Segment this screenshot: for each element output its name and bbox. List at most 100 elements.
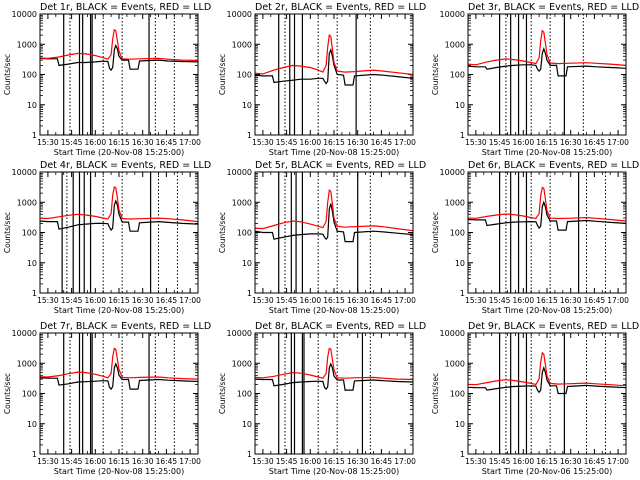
x-tick-label: 16:00 — [299, 138, 321, 147]
y-tick-label: 10 — [27, 259, 37, 268]
y-tick-label: 1000 — [232, 359, 252, 368]
x-tick-label: 17:00 — [179, 457, 201, 466]
x-tick-label: 16:00 — [299, 457, 321, 466]
series-events-line — [39, 362, 199, 391]
detector-panel-4: Det 4r, BLACK = Events, RED = LLD Counts/… — [3, 160, 211, 315]
x-tick-label: 17:00 — [394, 457, 416, 466]
series-events-line — [39, 199, 199, 232]
x-tick-label: 16:15 — [323, 138, 345, 147]
x-axis-label: Start Time (20-Nov-08 15:25:00) — [54, 467, 184, 476]
y-tick-label: 100 — [237, 229, 252, 238]
x-tick-label: 15:30 — [252, 457, 274, 466]
series-lld-line — [39, 186, 199, 223]
series-lld-line — [254, 33, 414, 76]
detector-panel-5: Det 5r, BLACK = Events, RED = LLD Counts/… — [218, 160, 426, 315]
x-tick-label: 16:00 — [84, 296, 106, 305]
y-tick-label: 1 — [247, 289, 252, 298]
detector-panel-3: Det 3r, BLACK = Events, RED = LLD Counts/… — [431, 2, 639, 157]
x-axis-label: Start Time (20-Nov-08 15:25:00) — [269, 148, 399, 157]
x-tick-label: 16:45 — [584, 138, 606, 147]
y-tick-label: 10 — [27, 420, 37, 429]
x-tick-label: 16:30 — [132, 296, 154, 305]
y-tick-label: 1000 — [17, 198, 37, 207]
panel-title: Det 5r, BLACK = Events, RED = LLD — [255, 160, 426, 171]
y-axis-label: Counts/sec — [218, 54, 227, 95]
y-tick-label: 1000 — [445, 40, 465, 49]
y-tick-label: 1000 — [232, 40, 252, 49]
y-tick-label: 10 — [242, 101, 252, 110]
y-tick-label: 10000 — [227, 329, 252, 338]
series-lld-line — [467, 29, 627, 66]
plot-frame — [39, 13, 199, 136]
x-tick-label: 16:30 — [347, 138, 369, 147]
x-tick-label: 16:15 — [536, 138, 558, 147]
panel-title: Det 3r, BLACK = Events, RED = LLD — [468, 2, 639, 13]
y-tick-label: 10000 — [12, 10, 37, 19]
x-tick-label: 16:15 — [536, 457, 558, 466]
panel-title: Det 6r, BLACK = Events, RED = LLD — [468, 160, 639, 171]
y-tick-label: 100 — [237, 71, 252, 80]
y-tick-label: 10000 — [12, 329, 37, 338]
x-tick-label: 15:30 — [465, 138, 487, 147]
x-tick-label: 16:45 — [371, 457, 393, 466]
detector-panel-9: Det 9r, BLACK = Events, RED = LLD Counts/… — [431, 321, 639, 476]
plot-frame — [39, 171, 199, 294]
series-lld-line — [39, 347, 199, 380]
y-tick-label: 1 — [247, 450, 252, 459]
x-tick-label: 16:30 — [132, 138, 154, 147]
series-events-line — [39, 44, 199, 72]
series-lld-line — [39, 28, 199, 62]
panel-title: Det 7r, BLACK = Events, RED = LLD — [40, 321, 211, 332]
y-tick-label: 10 — [455, 420, 465, 429]
x-tick-label: 16:45 — [156, 138, 178, 147]
x-axis-label: Start Time (20-Nov-06 15:25:00) — [482, 467, 612, 476]
x-tick-label: 15:45 — [61, 138, 83, 147]
y-axis-label: Counts/sec — [3, 212, 12, 253]
x-tick-label: 16:45 — [584, 457, 606, 466]
x-tick-label: 15:30 — [37, 138, 59, 147]
series-lld-line — [467, 186, 627, 222]
panel-title: Det 2r, BLACK = Events, RED = LLD — [255, 2, 426, 13]
detector-panel-7: Det 7r, BLACK = Events, RED = LLD Counts/… — [3, 321, 211, 476]
x-tick-label: 16:15 — [323, 296, 345, 305]
y-tick-label: 10000 — [227, 168, 252, 177]
panel-title: Det 1r, BLACK = Events, RED = LLD — [40, 2, 211, 13]
y-tick-label: 1000 — [17, 40, 37, 49]
series-lld-line — [254, 189, 414, 232]
plot-frame — [467, 332, 627, 455]
x-tick-label: 15:45 — [489, 138, 511, 147]
y-tick-label: 1000 — [445, 198, 465, 207]
y-axis-label: Counts/sec — [218, 373, 227, 414]
series-lld-line — [254, 347, 414, 381]
x-tick-label: 17:00 — [394, 296, 416, 305]
x-tick-label: 15:30 — [37, 296, 59, 305]
x-tick-label: 16:00 — [512, 457, 534, 466]
series-events-line — [254, 48, 414, 86]
x-tick-label: 17:00 — [179, 296, 201, 305]
y-tick-label: 100 — [22, 229, 37, 238]
y-tick-label: 10 — [242, 420, 252, 429]
x-tick-label: 16:00 — [84, 138, 106, 147]
series-events-line — [467, 47, 627, 77]
x-tick-label: 16:15 — [108, 138, 130, 147]
x-axis-label: Start Time (20-Nov-08 15:25:00) — [482, 148, 612, 157]
detector-panel-2: Det 2r, BLACK = Events, RED = LLD Counts/… — [218, 2, 426, 157]
detector-panel-8: Det 8r, BLACK = Events, RED = LLD Counts/… — [218, 321, 426, 476]
x-tick-label: 16:45 — [371, 296, 393, 305]
x-tick-label: 17:00 — [607, 138, 629, 147]
y-tick-label: 1 — [32, 289, 37, 298]
x-tick-label: 15:45 — [276, 457, 298, 466]
x-tick-label: 16:00 — [512, 138, 534, 147]
x-tick-label: 15:45 — [61, 296, 83, 305]
plot-frame — [254, 332, 414, 455]
y-tick-label: 10 — [455, 259, 465, 268]
x-tick-label: 16:15 — [323, 457, 345, 466]
plot-frame — [254, 171, 414, 294]
series-lld-line — [467, 351, 627, 387]
x-tick-label: 16:45 — [156, 296, 178, 305]
y-tick-label: 1 — [460, 450, 465, 459]
x-tick-label: 16:15 — [108, 457, 130, 466]
x-tick-label: 15:30 — [37, 457, 59, 466]
x-tick-label: 15:30 — [465, 296, 487, 305]
panel-title: Det 9r, BLACK = Events, RED = LLD — [468, 321, 639, 332]
